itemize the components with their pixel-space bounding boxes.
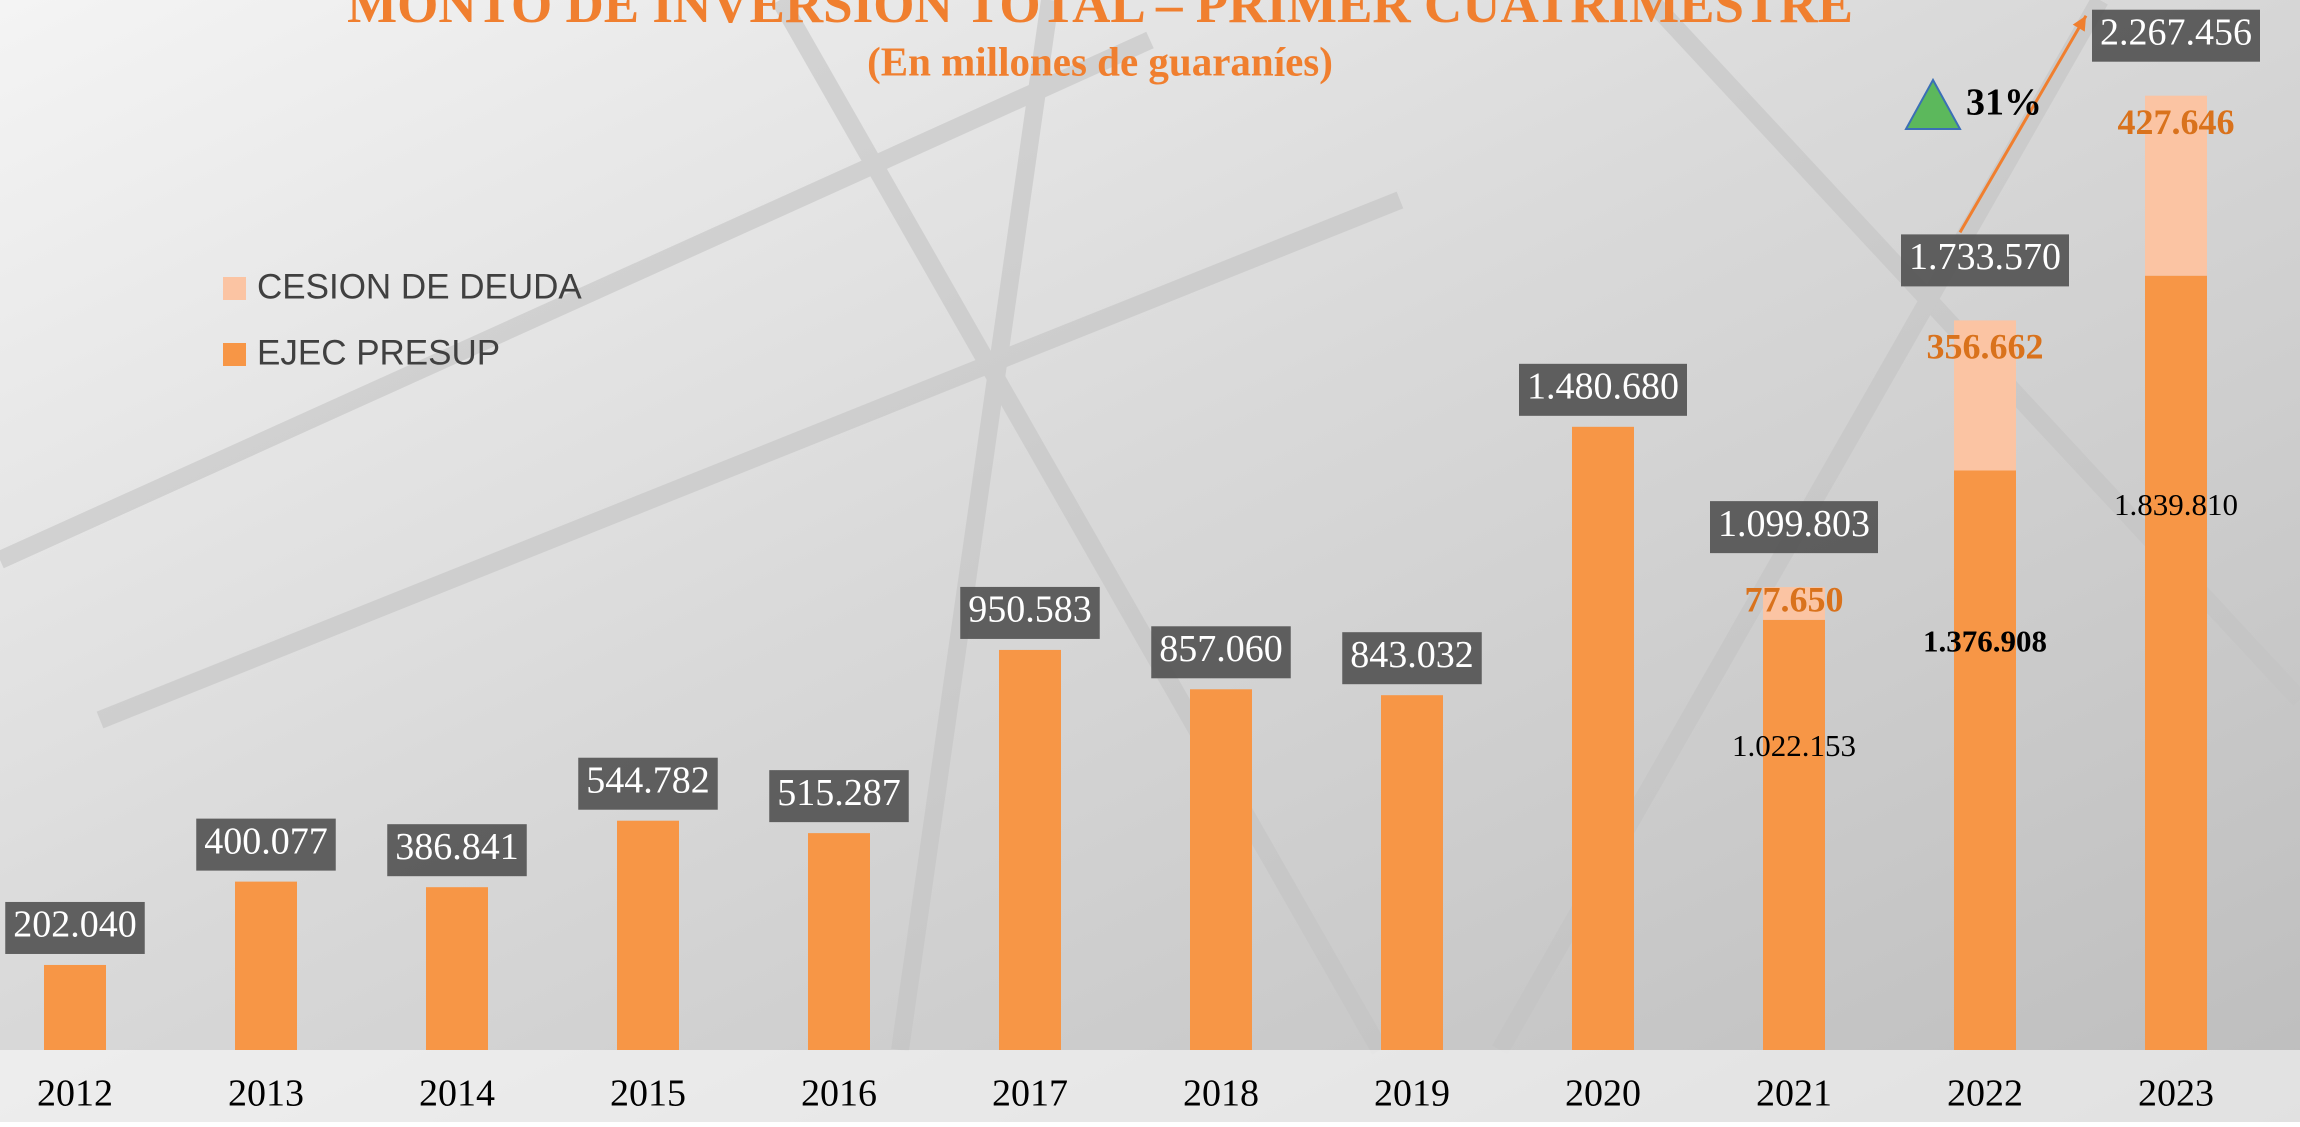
x-tick-label: 2020 — [1565, 1073, 1641, 1115]
chart-subtitle: (En millones de guaraníes) — [867, 38, 1333, 84]
value-label: 400.077 — [204, 820, 328, 862]
value-label: 843.032 — [1350, 634, 1474, 676]
bar — [426, 887, 488, 1050]
x-tick-label: 2019 — [1374, 1073, 1450, 1115]
value-label: 356.662 — [1927, 327, 2044, 367]
x-tick-label: 2015 — [610, 1073, 686, 1115]
x-tick-label: 2016 — [801, 1073, 877, 1115]
legend-label: CESION DE DEUDA — [257, 267, 582, 306]
value-label: 950.583 — [968, 589, 1092, 631]
value-label: 202.040 — [13, 904, 137, 946]
chart: MONTO DE INVERSIÓN TOTAL – PRIMER CUATRI… — [0, 0, 2300, 1122]
value-label: 1.733.570 — [1909, 236, 2061, 278]
x-tick-label: 2017 — [992, 1073, 1068, 1115]
x-tick-label: 2022 — [1947, 1073, 2023, 1115]
value-label: 1.839.810 — [2114, 487, 2238, 522]
value-label: 1.480.680 — [1527, 366, 1679, 408]
annotation: 31% — [1966, 82, 2042, 124]
bar — [2145, 276, 2207, 1050]
bar — [1381, 695, 1443, 1050]
value-label: 1.099.803 — [1718, 503, 1870, 545]
value-label: 544.782 — [586, 759, 710, 801]
bar — [44, 965, 106, 1050]
legend-swatch — [223, 343, 246, 366]
value-label: 77.650 — [1745, 580, 1844, 620]
bar — [1954, 471, 2016, 1050]
bar — [1763, 620, 1825, 1050]
legend-label: EJEC PRESUP — [257, 333, 500, 372]
bar — [235, 882, 297, 1050]
x-tick-label: 2021 — [1756, 1073, 1832, 1115]
x-tick-label: 2023 — [2138, 1073, 2214, 1115]
value-label: 1.022.153 — [1732, 728, 1856, 763]
bar — [999, 650, 1061, 1050]
value-label: 515.287 — [777, 772, 901, 814]
x-tick-label: 2013 — [228, 1073, 304, 1115]
value-label: 2.267.456 — [2100, 11, 2252, 53]
x-tick-label: 2012 — [37, 1073, 113, 1115]
bar — [617, 821, 679, 1050]
bar — [1572, 427, 1634, 1050]
value-label: 386.841 — [395, 826, 519, 868]
x-tick-label: 2014 — [419, 1073, 495, 1115]
value-label: 1.376.908 — [1923, 623, 2047, 658]
value-label: 427.646 — [2118, 102, 2235, 142]
chart-title: MONTO DE INVERSIÓN TOTAL – PRIMER CUATRI… — [347, 0, 1853, 34]
x-tick-label: 2018 — [1183, 1073, 1259, 1115]
value-label: 857.060 — [1159, 628, 1283, 670]
legend-swatch — [223, 277, 246, 300]
bar — [1190, 689, 1252, 1050]
bar — [808, 833, 870, 1050]
